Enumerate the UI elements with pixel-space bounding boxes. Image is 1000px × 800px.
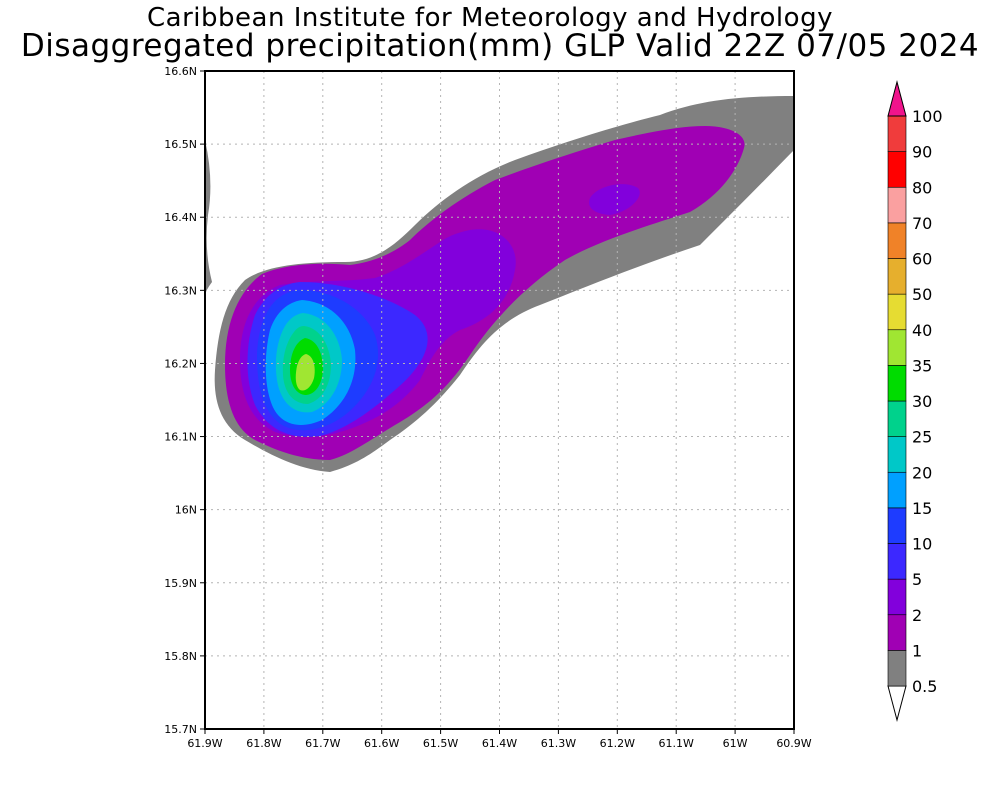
colorbar-label: 15 [912, 499, 932, 518]
map-gridlines [205, 71, 794, 729]
colorbar-label: 60 [912, 250, 932, 269]
colorbar-label: 40 [912, 321, 932, 340]
map-title-line1: Caribbean Institute for Meteorology and … [147, 3, 833, 33]
colorbar-swatch [887, 543, 907, 580]
colorbar-label: 5 [912, 570, 922, 589]
colorbar-swatch [887, 578, 907, 616]
x-tick-label: 61.5W [423, 737, 458, 750]
x-tick-label: 61.8W [246, 737, 281, 750]
x-tick-label: 61.6W [364, 737, 399, 750]
colorbar-swatch [887, 400, 907, 437]
colorbar-swatch [887, 507, 907, 544]
x-axis-ticks: 61.9W 61.8W 61.7W 61.6W 61.5W 61.4W 61.3W 61.2W… [187, 729, 812, 750]
colorbar-swatch [887, 293, 907, 331]
colorbar-swatch [887, 186, 907, 224]
colorbar-label: 50 [912, 285, 932, 304]
colorbar-label: 25 [912, 428, 932, 447]
x-tick-label: 60.9W [776, 737, 811, 750]
colorbar-swatch [887, 258, 907, 295]
colorbar-label: 2 [912, 606, 922, 625]
x-tick-label: 61W [723, 737, 748, 750]
colorbar-label: 70 [912, 214, 932, 233]
colorbar-top-triangle [887, 80, 907, 117]
y-tick-label: 15.7N [164, 723, 197, 736]
y-tick-label: 15.9N [164, 577, 197, 590]
y-tick-label: 16.3N [164, 284, 197, 297]
colorbar-label: 30 [912, 392, 932, 411]
colorbar-label: 20 [912, 463, 932, 482]
x-tick-label: 61.3W [541, 737, 576, 750]
colorbar-swatch [887, 365, 907, 402]
x-tick-label: 61.9W [187, 737, 222, 750]
x-tick-label: 61.1W [659, 737, 694, 750]
colorbar-label: 35 [912, 356, 932, 375]
map-title-line2: Disaggregated precipitation(mm) GLP Vali… [20, 28, 980, 64]
y-tick-label: 16.5N [164, 138, 197, 151]
y-tick-label: 16.1N [164, 431, 197, 444]
colorbar-swatch [887, 614, 907, 651]
colorbar-swatch [887, 650, 907, 687]
colorbar-label: 80 [912, 178, 932, 197]
colorbar-label: 100 [912, 107, 943, 126]
colorbar-swatch [887, 115, 907, 152]
y-tick-label: 16.2N [164, 357, 197, 370]
colorbar-label: 90 [912, 143, 932, 162]
precip-area-gray-west [205, 140, 212, 295]
x-tick-label: 61.2W [600, 737, 635, 750]
y-tick-label: 16.4N [164, 211, 197, 224]
precip-area-35mm [295, 354, 315, 391]
precip-area-2mm-east [589, 184, 640, 215]
colorbar-swatch [887, 471, 907, 509]
y-tick-label: 16N [175, 504, 197, 517]
colorbar-swatch [887, 151, 907, 188]
x-tick-label: 61.4W [482, 737, 517, 750]
colorbar-label: 1 [912, 641, 922, 660]
y-tick-label: 15.8N [164, 650, 197, 663]
colorbar-swatch [887, 329, 907, 366]
x-tick-label: 61.7W [305, 737, 340, 750]
colorbar-below-triangle [887, 685, 907, 722]
colorbar-swatch [887, 222, 907, 259]
y-tick-label: 16.6N [164, 65, 197, 78]
colorbar-label: 10 [912, 535, 932, 554]
colorbar-label: 0.5 [912, 677, 937, 696]
precip-contours [205, 96, 794, 472]
y-axis-ticks: 16.6N 16.5N 16.4N 16.3N 16.2N 16.1N 16N 15.9N 15… [164, 65, 205, 736]
colorbar-swatch [887, 436, 907, 473]
